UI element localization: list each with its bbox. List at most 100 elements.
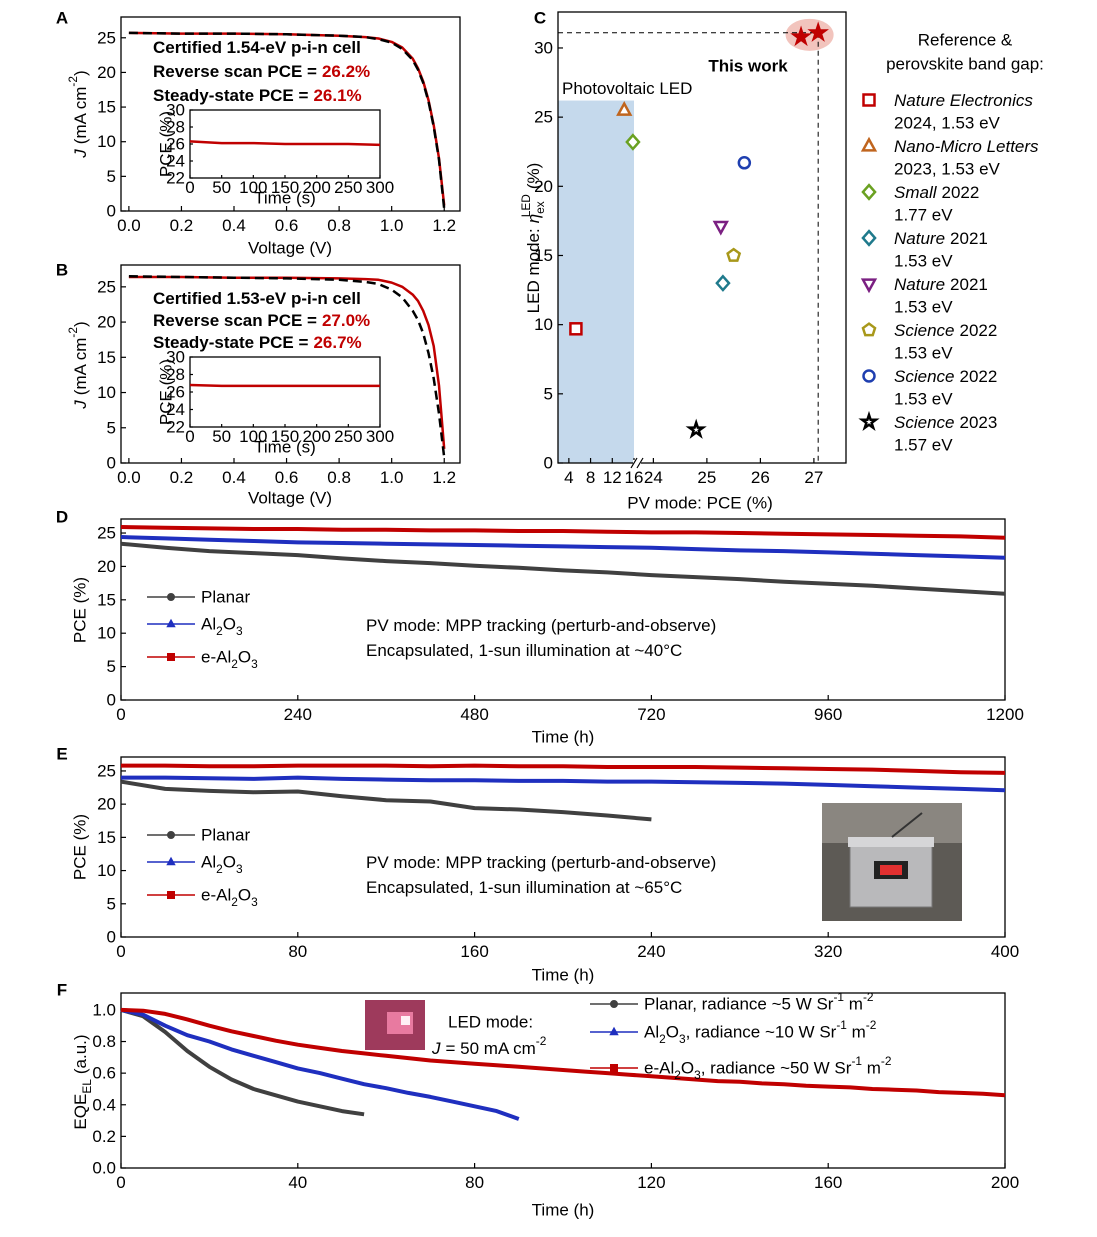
legend-label: Al2O3	[201, 615, 243, 639]
y-tick-label: 20	[97, 313, 116, 332]
x-tick-label: 320	[814, 942, 842, 961]
y-tick-label: 25	[97, 524, 116, 543]
marker	[685, 418, 707, 439]
x-tick-label: 0	[116, 705, 125, 724]
text-part: 2022	[942, 183, 980, 202]
text-part: 26.1%	[313, 86, 361, 105]
text-part: EL	[80, 1079, 94, 1094]
panel-label: E	[56, 745, 67, 764]
x-tick-label: 480	[460, 705, 488, 724]
y-tick-label: 24	[166, 400, 185, 419]
inset-x-label: Time (s)	[254, 189, 316, 208]
y-tick-label: 0.4	[92, 1095, 116, 1114]
x-tick-label: 27	[804, 468, 823, 487]
y-axis-label: LED mode: ηexLED (%)	[519, 163, 547, 314]
y-tick-label: 15	[97, 348, 116, 367]
text-part: Encapsulated, 1-sun illumination at ~40°…	[366, 641, 682, 660]
text-part: Encapsulated, 1-sun illumination at ~65°…	[366, 878, 682, 897]
x-axis-label: Time (h)	[532, 1201, 595, 1220]
legend-label: Nano-Micro Letters	[894, 137, 1039, 156]
x-tick-label: 960	[814, 705, 842, 724]
legend-label: Planar	[201, 588, 250, 607]
text-part: LED	[519, 194, 533, 218]
x-tick-label: 50	[212, 427, 231, 446]
y-tick-label: 22	[166, 418, 185, 437]
text-part: (mA cm-2)	[66, 70, 90, 144]
text-part: = 50 mA cm-2	[446, 1034, 547, 1058]
y-tick-label: 0.0	[92, 1159, 116, 1178]
annotation: Steady-state PCE = 26.7%	[153, 333, 362, 352]
y-axis-label: J (mA cm-2)	[66, 70, 90, 158]
x-tick-label: 25	[697, 468, 716, 487]
text-part: 2022	[959, 321, 997, 340]
y-tick-label: 26	[166, 383, 185, 402]
y-tick-label: 15	[534, 246, 553, 265]
x-tick-label: 200	[302, 178, 330, 197]
x-tick-label: 0.0	[117, 468, 141, 487]
x-tick-label: 0.8	[327, 216, 351, 235]
legend-detail: 2024, 1.53 eV	[894, 114, 1001, 133]
led-spot	[401, 1016, 410, 1025]
x-tick-label: 150	[271, 427, 299, 446]
annotation: Encapsulated, 1-sun illumination at ~40°…	[366, 641, 682, 660]
x-tick-label: 100	[239, 427, 267, 446]
legend-label: Science 2023	[894, 413, 997, 432]
text-part: Certified 1.54-eV p-i-n cell	[153, 38, 361, 57]
legend-label: Science 2022	[894, 367, 997, 386]
marker	[616, 101, 633, 116]
y-tick-label: 25	[534, 108, 553, 127]
x-tick-label: 160	[814, 1173, 842, 1192]
text-part: (%)	[524, 163, 543, 189]
panel-label: D	[56, 508, 68, 527]
legend-detail: 1.53 eV	[894, 344, 953, 363]
x-tick-label: 1200	[986, 705, 1024, 724]
x-tick-label: 0	[185, 178, 194, 197]
annotation: PV mode: MPP tracking (perturb-and-obser…	[366, 616, 716, 635]
x-tick-label: 0.6	[275, 216, 299, 235]
photo-digits	[880, 865, 902, 875]
y-tick-label: 15	[97, 98, 116, 117]
marker	[712, 220, 729, 236]
text-part: Nature	[894, 275, 945, 294]
y-tick-label: 5	[107, 418, 116, 437]
y-axis-label: J (mA cm-2)	[66, 321, 90, 409]
text-part: Science	[894, 321, 954, 340]
inset-background	[190, 357, 380, 427]
x-tick-label: 0	[185, 427, 194, 446]
x-axis-label: Voltage (V)	[248, 239, 332, 258]
y-tick-label: 10	[534, 315, 553, 334]
legend-label: Small 2022	[894, 183, 979, 202]
x-tick-label: 0.4	[222, 468, 246, 487]
text-part: J	[431, 1039, 441, 1058]
text-part: 27.0%	[322, 311, 370, 330]
legend-label: Al2O3, radiance ~10 W Sr-1 m-2	[644, 1018, 877, 1046]
x-tick-label: 0	[116, 1173, 125, 1192]
annotation: PV mode: MPP tracking (perturb-and-obser…	[366, 853, 716, 872]
y-tick-label: 22	[166, 169, 185, 188]
legend-label: Planar	[201, 826, 250, 845]
axis-break-gap	[633, 460, 641, 466]
marker	[807, 21, 829, 42]
marker	[625, 133, 641, 151]
x-tick-label: 0.6	[275, 468, 299, 487]
legend-label: Nature 2021	[894, 275, 988, 294]
data-line	[121, 775, 1006, 793]
text-part: 2021	[950, 275, 988, 294]
x-tick-label: 250	[334, 427, 362, 446]
y-tick-label: 30	[166, 101, 185, 120]
panel-label: F	[57, 981, 67, 1000]
photo-cable	[891, 812, 923, 838]
legend-title: Reference &	[918, 31, 1013, 50]
annotation: Encapsulated, 1-sun illumination at ~65°…	[366, 878, 682, 897]
text-part: J	[71, 400, 90, 410]
legend-marker	[166, 856, 176, 866]
legend-marker	[860, 278, 878, 294]
legend-marker	[167, 891, 175, 899]
plot-frame	[120, 756, 1006, 938]
data-line	[120, 535, 1006, 560]
led-note: J = 50 mA cm-2	[431, 1034, 547, 1058]
marker	[715, 274, 731, 292]
y-tick-label: 20	[97, 63, 116, 82]
text-part: Science	[894, 367, 954, 386]
